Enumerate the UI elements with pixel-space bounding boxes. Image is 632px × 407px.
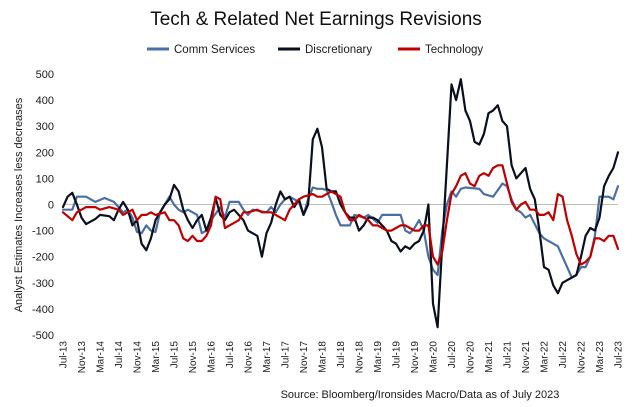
x-tick-label: Mar-21: [484, 341, 495, 373]
x-tick-label: Jul-23: [614, 341, 625, 369]
x-tick-label: Nov-21: [521, 341, 532, 374]
x-tick-label: Jul-17: [281, 341, 292, 369]
y-tick-label: 100: [36, 173, 54, 185]
x-tick-label: Mar-15: [151, 341, 162, 373]
x-tick-label: Mar-19: [373, 341, 384, 373]
x-tick-label: Nov-17: [299, 341, 310, 374]
y-tick-label: 400: [36, 95, 54, 107]
series-line-technology: [61, 164, 620, 266]
legend-label-discretionary: Discretionary: [305, 44, 372, 56]
y-tick-label: 0: [48, 200, 54, 212]
x-tick-label: Nov-18: [355, 341, 366, 374]
x-tick-label: Jul-19: [392, 341, 403, 369]
series-lines: [61, 78, 620, 329]
x-tick-label: Mar-20: [429, 341, 440, 373]
x-tick-label: Jul-22: [558, 341, 569, 369]
x-tick-label: Nov-20: [466, 341, 477, 374]
x-tick-label: Jul-16: [225, 341, 236, 369]
x-tick-label: Nov-14: [133, 341, 144, 374]
x-tick-label: Mar-18: [318, 341, 329, 373]
x-tick-label: Jul-18: [336, 341, 347, 369]
y-tick-label: -300: [32, 278, 54, 290]
x-tick-label: Nov-16: [244, 341, 255, 374]
x-tick-label: Jul-15: [170, 341, 181, 369]
x-tick-label: Nov-13: [77, 341, 88, 374]
y-tick-label: 300: [36, 121, 54, 133]
chart-title: Tech & Related Net Earnings Revisions: [150, 9, 482, 30]
legend: Comm Services Discretionary Technology: [147, 44, 483, 56]
series-line-discretionary: [61, 78, 620, 329]
x-tick-label: Mar-17: [262, 341, 273, 373]
legend-label-technology: Technology: [425, 44, 483, 56]
x-tick-label: Mar-23: [595, 341, 606, 373]
y-tick-label: 500: [36, 69, 54, 81]
x-tick-label: Jul-14: [114, 341, 125, 369]
x-tick-label: Nov-22: [577, 341, 588, 374]
x-tick-label: Jul-21: [503, 341, 514, 369]
x-tick-label: Mar-14: [96, 341, 107, 373]
x-axis: Jul-13 Nov-13 Mar-14 Jul-14 Nov-14 Mar-15 Jul-…: [59, 341, 625, 374]
y-tick-label: -200: [32, 252, 54, 264]
x-tick-label: Mar-16: [207, 341, 218, 373]
legend-label-comm-services: Comm Services: [174, 44, 255, 56]
y-axis: 500 400 300 200 100 0 -100 -200 -300 -400 -500: [32, 69, 54, 342]
x-tick-label: Jul-13: [59, 341, 70, 369]
x-tick-label: Jul-20: [447, 341, 458, 369]
x-tick-label: Nov-15: [188, 341, 199, 374]
source-note: Source: Bloomberg/Ironsides Macro/Data a…: [281, 389, 560, 401]
y-tick-label: -400: [32, 304, 54, 316]
x-tick-label: Mar-22: [540, 341, 551, 373]
y-tick-label: -500: [32, 330, 54, 342]
y-tick-label: 200: [36, 147, 54, 159]
y-axis-label: Analyst Estimates Increases less decreas…: [13, 97, 25, 312]
x-tick-label: Nov-19: [410, 341, 421, 374]
y-tick-label: -100: [32, 226, 54, 238]
